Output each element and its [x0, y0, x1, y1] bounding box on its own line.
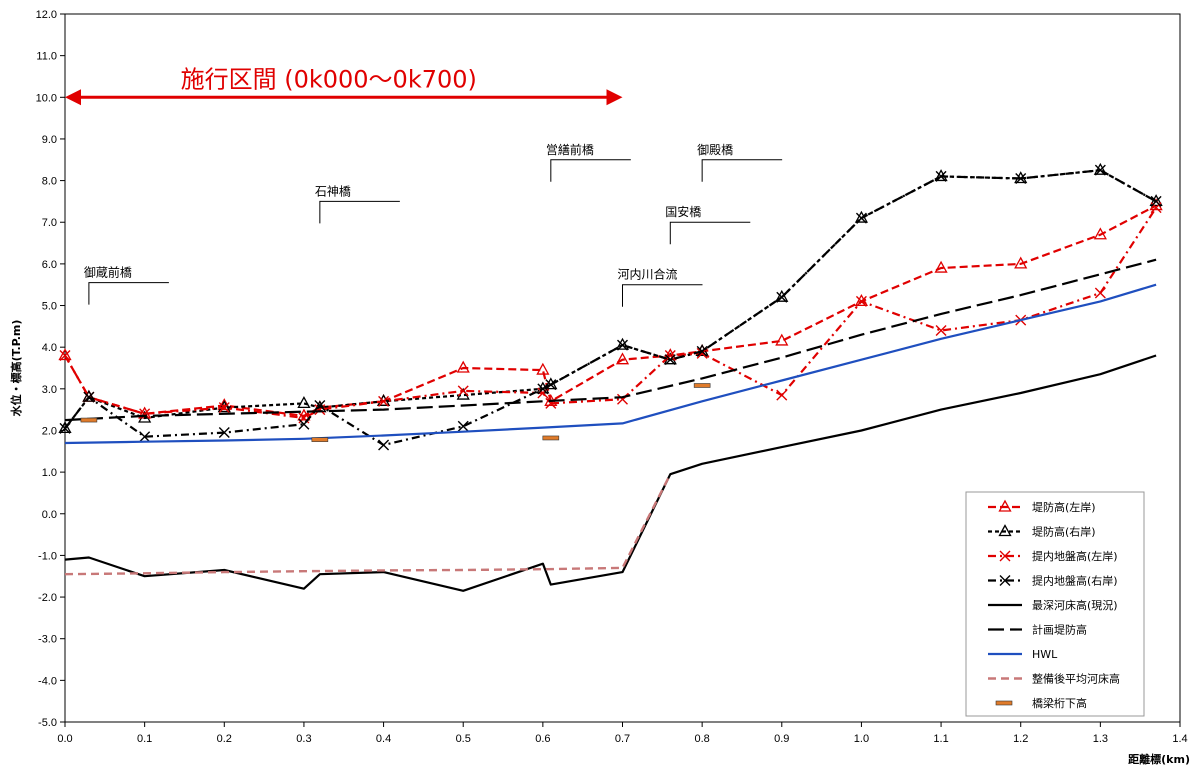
- y-tick-label: 1.0: [42, 467, 57, 479]
- y-tick-label: -1.0: [38, 550, 57, 562]
- bridge-label: 石神橋: [315, 184, 351, 198]
- x-axis-title: 距離標(km): [1128, 752, 1190, 766]
- x-tick-label: 0.0: [57, 733, 72, 745]
- bridge-label: 河内川合流: [618, 267, 678, 282]
- x-tick-label: 0.8: [694, 733, 709, 745]
- y-tick-label: 10.0: [36, 92, 57, 104]
- y-tick-label: 4.0: [42, 342, 57, 354]
- y-tick-label: -5.0: [38, 717, 57, 729]
- x-tick-label: 0.6: [535, 733, 550, 745]
- y-tick-label: 3.0: [42, 384, 57, 396]
- y-tick-label: 12.0: [36, 9, 57, 21]
- y-axis-ticks: 12.0 11.0 10.0 9.0 8.0 7.0 6.0 5.0 4.0 3.0 2.0 1.0 0…: [36, 9, 65, 729]
- legend-label: 最深河床高(現況): [1032, 598, 1118, 612]
- legend-label: 計画堤防高: [1032, 623, 1087, 637]
- x-tick-label: 0.7: [615, 733, 630, 745]
- x-tick-label: 0.3: [296, 733, 311, 745]
- y-tick-label: 9.0: [42, 134, 57, 146]
- bridge-label: 御蔵前橋: [84, 265, 132, 280]
- bridge-girder-marker: [81, 418, 97, 422]
- bridge-girder-marker: [543, 436, 559, 440]
- x-tick-label: 1.3: [1093, 733, 1108, 745]
- x-tick-label: 0.1: [137, 733, 152, 745]
- bridge-label: 営繕前橋: [546, 142, 594, 157]
- bridge-girder-marker: [312, 438, 328, 442]
- x-tick-label: 1.1: [933, 733, 948, 745]
- y-tick-label: -3.0: [38, 634, 57, 646]
- bridge-girder-marker: [996, 701, 1012, 705]
- x-tick-label: 1.0: [854, 733, 869, 745]
- legend-label: 提内地盤高(左岸): [1032, 549, 1118, 563]
- legend-label: 堤防高(左岸): [1032, 500, 1096, 514]
- y-tick-label: 6.0: [42, 259, 57, 271]
- legend-label: 橋梁桁下高: [1032, 696, 1087, 710]
- y-tick-label: 8.0: [42, 176, 57, 188]
- x-tick-label: 0.9: [774, 733, 789, 745]
- x-tick-label: 0.4: [376, 733, 391, 745]
- y-tick-label: 11.0: [36, 51, 57, 63]
- x-axis-ticks: 0.0 0.1 0.2 0.3 0.4 0.5 0.6 0.7 0.8 0.9 1.0 1.1 1.2 1…: [57, 722, 1187, 745]
- legend-label: HWL: [1032, 648, 1058, 661]
- bridge-label: 国安橋: [665, 204, 701, 219]
- x-tick-label: 0.2: [217, 733, 232, 745]
- legend-label: 堤防高(右岸): [1032, 525, 1096, 539]
- bridge-label: 御殿橋: [697, 142, 733, 157]
- annotation-text: 施行区間 (0k000～0k700): [181, 65, 477, 93]
- y-tick-label: 0.0: [42, 509, 57, 521]
- y-tick-label: 7.0: [42, 217, 57, 229]
- y-tick-label: -2.0: [38, 592, 57, 604]
- bridge-girder-marker: [694, 383, 710, 387]
- y-axis-title: 水位・標高(T.P.m): [9, 320, 23, 417]
- legend-label: 提内地盤高(右岸): [1032, 574, 1118, 588]
- x-tick-label: 0.5: [456, 733, 471, 745]
- y-tick-label: 2.0: [42, 425, 57, 437]
- legend: 堤防高(左岸) 堤防高(右岸) 提内地盤高(左岸) 提内地盤高(右岸) 最深河床高(現況…: [966, 492, 1144, 716]
- legend-label: 整備後平均河床高: [1032, 672, 1120, 686]
- x-tick-label: 1.2: [1013, 733, 1028, 745]
- y-tick-label: 5.0: [42, 301, 57, 313]
- y-tick-label: -4.0: [38, 675, 57, 687]
- x-tick-label: 1.4: [1172, 733, 1187, 745]
